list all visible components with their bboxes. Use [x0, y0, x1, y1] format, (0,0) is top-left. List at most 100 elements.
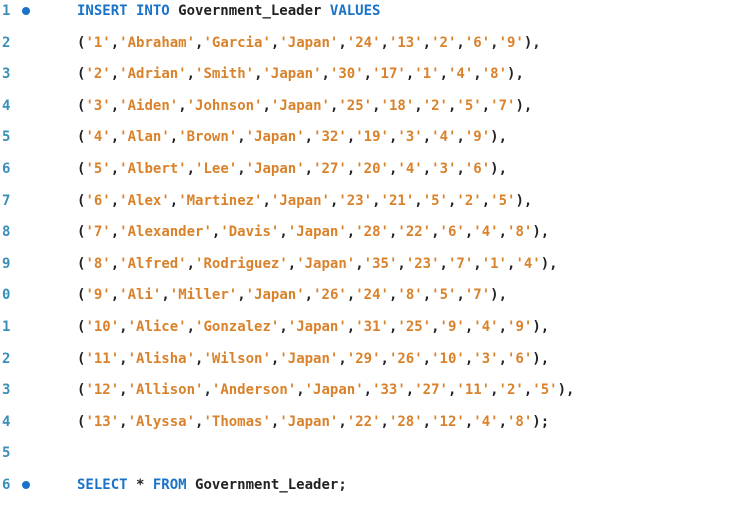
comma: , [237, 161, 246, 177]
comma: , [507, 255, 516, 272]
string-literal: '1' [414, 66, 440, 83]
code-line[interactable]: 6 ('5','Albert','Lee','Japan','27','20','… [0, 157, 737, 181]
line-number: 9 [2, 255, 11, 272]
comma: , [346, 224, 356, 241]
comma: , [110, 97, 120, 114]
string-literal: '3' [431, 161, 457, 177]
comma: , [237, 287, 246, 304]
comma: , [262, 192, 271, 209]
code-line[interactable]: 3 ('12','Allison','Anderson','Japan','33'… [0, 378, 737, 402]
string-literal: 'Smith' [195, 66, 255, 83]
code-line[interactable]: 5 ('4','Alan','Brown','Japan','32','19','… [0, 125, 737, 149]
comma: , [346, 319, 356, 335]
string-literal: '4' [448, 66, 474, 83]
comma: , [473, 66, 482, 83]
string-literal: '7' [447, 255, 474, 272]
string-literal: '7' [85, 224, 111, 241]
string-literal: '12' [85, 382, 120, 399]
comma: , [422, 350, 432, 367]
line-end: ), [490, 129, 508, 146]
line-number: 1 [2, 319, 11, 335]
string-literal: '2' [431, 34, 457, 51]
line-end: ), [532, 319, 550, 335]
line-number: 5 [2, 129, 11, 146]
comma: , [414, 97, 423, 114]
comma: , [405, 382, 415, 399]
comma: , [490, 382, 499, 399]
string-literal: 'Japan' [245, 161, 305, 177]
line-number: 3 [2, 66, 11, 83]
code-text: ('5','Albert','Lee','Japan','27','20','4… [77, 157, 507, 181]
comma: , [481, 192, 491, 209]
string-literal: '10' [85, 319, 120, 335]
string-literal: '5' [85, 161, 111, 177]
string-literal: 'Lee' [195, 161, 238, 177]
code-line[interactable]: 1 ('10','Alice','Gonzalez','Japan','31','… [0, 315, 737, 339]
comma: , [110, 161, 120, 177]
comma: , [338, 350, 347, 367]
comma: , [304, 129, 314, 146]
code-line[interactable]: 0 ('9','Ali','Miller','Japan','26','24','… [0, 283, 737, 307]
string-literal: 'Miller' [169, 287, 238, 304]
paren: ( [77, 382, 86, 399]
code-line[interactable]: 9 ('8','Alfred','Rodriguez','Japan','35',… [0, 252, 737, 276]
code-text: ('4','Alan','Brown','Japan','32','19','3… [77, 125, 507, 149]
comma: , [456, 34, 465, 51]
code-line[interactable]: 8 ('7','Alexander','Davis','Japan','28','… [0, 220, 737, 244]
string-literal: '1' [481, 255, 507, 272]
code-line[interactable]: 4 ('13','Alyssa','Thomas','Japan','22','2… [0, 410, 737, 434]
string-literal: '30' [329, 66, 364, 83]
comma: , [498, 224, 508, 241]
string-literal: '25' [338, 97, 373, 114]
string-literal: 'Rodriguez' [195, 255, 288, 272]
string-literal: '9' [498, 34, 524, 51]
string-literal: '2' [85, 66, 111, 83]
string-literal: '4' [473, 319, 499, 335]
string-literal: '27' [313, 161, 347, 177]
string-literal: 'Alan' [119, 129, 170, 146]
comma: , [431, 319, 440, 335]
string-literal: '4' [85, 129, 111, 146]
string-literal: '7' [464, 287, 491, 304]
line-end: ), [515, 97, 533, 114]
string-literal: '3' [473, 350, 499, 367]
line-number: 1 [2, 3, 11, 19]
string-literal: '18' [380, 97, 415, 114]
code-line[interactable]: 4 ('3','Aiden','Johnson','Japan','25','18… [0, 94, 737, 118]
comma: , [270, 34, 280, 51]
string-literal: 'Japan' [279, 350, 339, 367]
line-number: 5 [2, 445, 11, 462]
code-line[interactable]: 6 SELECT * FROM Government_Leader; [0, 473, 737, 497]
comma: , [195, 350, 204, 367]
code-text: ('6','Alex','Martinez','Japan','23','21'… [77, 189, 532, 213]
code-text: ('11','Alisha','Wilson','Japan','29','26… [77, 347, 549, 371]
string-literal: '8' [85, 255, 111, 272]
code-line[interactable]: 7 ('6','Alex','Martinez','Japan','23','21… [0, 189, 737, 213]
code-line[interactable]: 2 ('11','Alisha','Wilson','Japan','29','2… [0, 347, 737, 371]
comma: , [422, 413, 432, 430]
string-literal: 'Japan' [245, 129, 305, 146]
string-literal: 'Alisha' [127, 350, 196, 367]
string-literal: '4' [431, 129, 457, 146]
string-literal: '31' [355, 319, 389, 335]
string-literal: '8' [507, 224, 533, 241]
comma: , [405, 66, 415, 83]
code-line[interactable]: 2 ('1','Abraham','Garcia','Japan','24','1… [0, 31, 737, 55]
code-line[interactable]: 3 ('2','Adrian','Smith','Japan','30','17'… [0, 62, 737, 86]
comma: , [355, 255, 364, 272]
string-literal: '35' [363, 255, 398, 272]
code-line[interactable]: 5 [0, 441, 737, 465]
comma: , [380, 350, 389, 367]
code-line[interactable]: 1 INSERT INTO Government_Leader VALUES [0, 0, 737, 23]
string-literal: '33' [372, 382, 406, 399]
string-literal: '5' [490, 192, 516, 209]
string-literal: '10' [431, 350, 465, 367]
comma: , [178, 97, 187, 114]
string-literal: 'Japan' [296, 255, 356, 272]
comma: , [422, 34, 432, 51]
comma: , [490, 34, 499, 51]
statement-marker-icon[interactable] [22, 481, 30, 489]
string-literal: '24' [346, 34, 381, 51]
statement-marker-icon[interactable] [22, 7, 30, 15]
